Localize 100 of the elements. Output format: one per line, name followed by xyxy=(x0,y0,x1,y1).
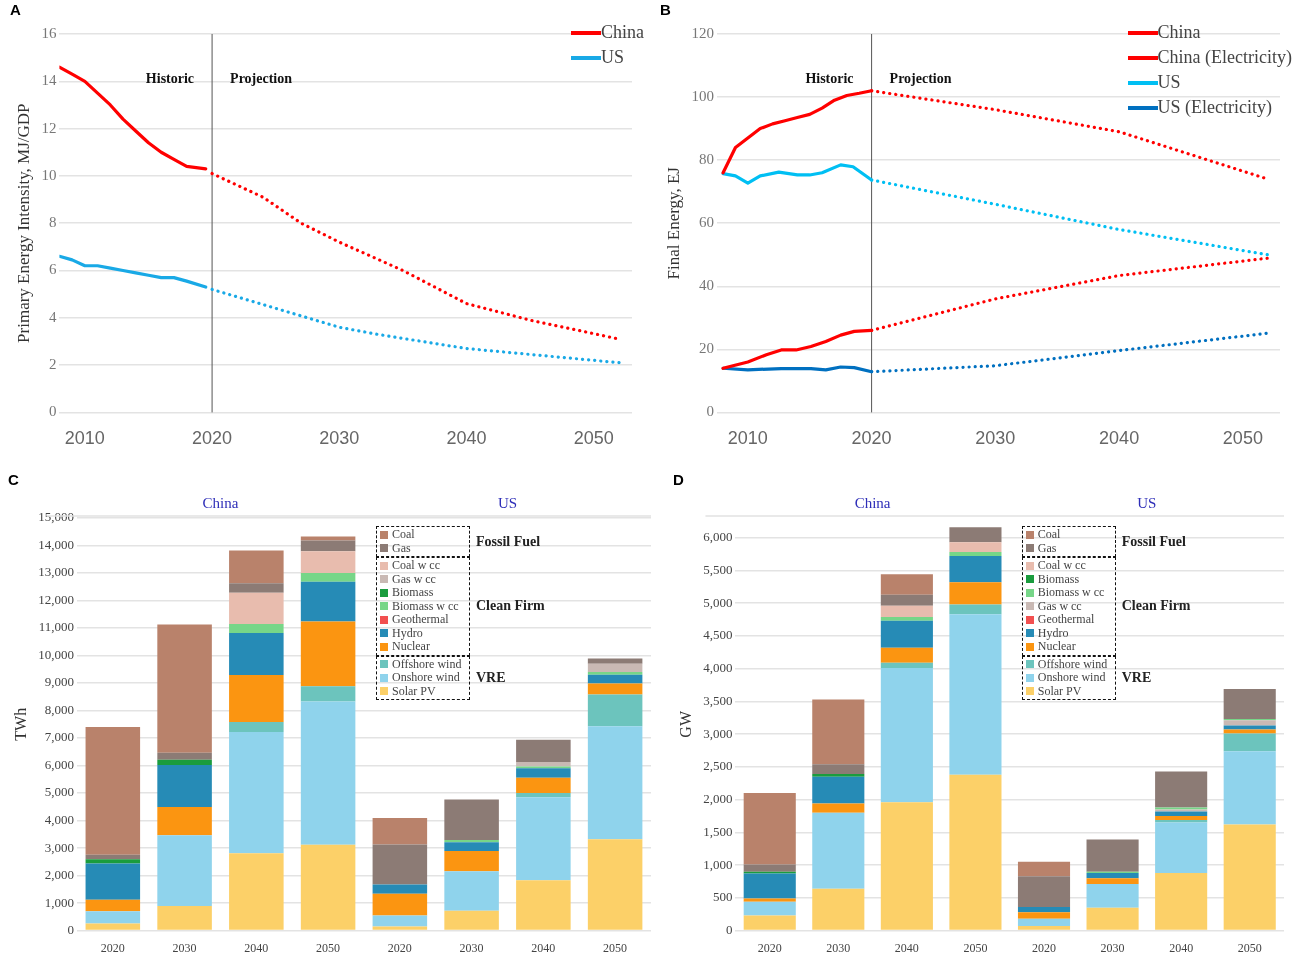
text: US xyxy=(1137,494,1157,511)
annotation: VRE xyxy=(1121,669,1152,686)
y-tick-label: 2,500 xyxy=(703,758,733,774)
y-tick-label: 1,500 xyxy=(703,823,733,839)
x-tick-label: 2030 xyxy=(319,428,360,449)
y-tick-label: 5,000 xyxy=(703,594,733,610)
y-tick-label: 1,000 xyxy=(44,894,74,910)
y-tick-label: 0 xyxy=(725,922,733,938)
legend-label: China (Electricity) xyxy=(1157,46,1292,69)
x-tick-label: 2030 xyxy=(172,940,197,955)
y-tick-label: 40 xyxy=(698,277,714,294)
annotation: Historic xyxy=(805,71,854,87)
y-axis-title: TWh xyxy=(11,707,29,741)
x-tick-label: 2050 xyxy=(1222,428,1263,449)
chart-title: C xyxy=(8,471,19,489)
x-tick-label: 2020 xyxy=(1032,940,1057,955)
chart-title: D xyxy=(673,471,684,489)
annotation: Fossil Fuel xyxy=(1121,533,1186,550)
y-tick-label: 120 xyxy=(691,24,714,41)
x-tick-label: 2020 xyxy=(387,940,412,955)
y-axis-title: Primary Energy Intensity, MJ/GDP xyxy=(13,103,33,343)
y-tick-label: 7,000 xyxy=(44,729,74,745)
text: US xyxy=(497,494,518,511)
legend-label: Coal w cc xyxy=(391,558,440,573)
annotation: Clean Firm xyxy=(475,598,545,615)
legend-label: Onshore wind xyxy=(391,670,460,685)
y-tick-label: 3,500 xyxy=(703,692,733,708)
y-tick-label: 1,000 xyxy=(703,856,733,872)
x-tick-label: 2020 xyxy=(100,940,125,955)
legend-label: Geothermal xyxy=(1037,612,1095,627)
legend-label: US (Electricity) xyxy=(1157,96,1273,119)
chart-title: B xyxy=(660,1,671,19)
y-tick-label: 3,000 xyxy=(44,839,74,855)
y-tick-label: 2,000 xyxy=(703,791,733,807)
legend-label: China xyxy=(1157,21,1201,44)
x-tick-label: 2010 xyxy=(64,428,105,449)
legend-label: Hydro xyxy=(391,625,423,640)
y-tick-label: 60 xyxy=(698,214,714,231)
annotation: Fossil Fuel xyxy=(475,533,541,550)
x-tick-label: 2030 xyxy=(975,428,1016,449)
legend-label: Biomass xyxy=(391,585,434,600)
y-tick-label: 8,000 xyxy=(44,701,74,717)
legend-label: Solar PV xyxy=(391,683,436,698)
y-tick-label: 14 xyxy=(41,72,57,89)
legend-label: US xyxy=(601,46,625,69)
x-tick-label: 2010 xyxy=(727,428,768,449)
annotation: Clean Firm xyxy=(1121,598,1191,615)
y-tick-label: 2,000 xyxy=(44,867,74,883)
x-tick-label: 2040 xyxy=(446,428,487,449)
y-tick-label: 12 xyxy=(41,119,57,136)
annotation: Projection xyxy=(230,71,293,87)
annotation: Historic xyxy=(145,71,195,87)
y-tick-label: 0 xyxy=(67,922,74,938)
y-tick-label: 80 xyxy=(698,151,714,168)
annotation: VRE xyxy=(475,669,506,686)
x-tick-label: 2040 xyxy=(894,940,919,955)
annotation: Projection xyxy=(889,71,952,87)
legend-label: Onshore wind xyxy=(1037,670,1106,685)
y-tick-label: 3,000 xyxy=(703,725,733,741)
chart-title: A xyxy=(10,1,21,19)
legend-label: Coal xyxy=(391,527,415,542)
legend-label: Hydro xyxy=(1037,625,1069,640)
legend-label: Biomass w cc xyxy=(391,598,459,613)
x-tick-label: 2050 xyxy=(573,428,614,449)
legend-label: Gas w cc xyxy=(391,571,436,586)
y-tick-label: 15,000 xyxy=(38,509,74,525)
legend-label: Nuclear xyxy=(391,639,430,654)
y-tick-label: 5,000 xyxy=(44,784,74,800)
legend-label: Gas xyxy=(391,540,411,555)
x-tick-label: 2050 xyxy=(316,940,341,955)
y-tick-label: 4,000 xyxy=(44,812,74,827)
y-tick-label: 4,500 xyxy=(703,627,733,643)
legend-label: Solar PV xyxy=(1037,683,1082,698)
legend-label: Geothermal xyxy=(391,612,449,627)
y-axis-title: GW xyxy=(676,710,694,738)
y-tick-label: 2 xyxy=(48,356,57,373)
y-tick-label: 16 xyxy=(41,24,57,41)
y-tick-label: 11,000 xyxy=(38,619,74,635)
y-tick-label: 6 xyxy=(48,261,57,278)
y-tick-label: 5,500 xyxy=(703,561,733,577)
x-tick-label: 2050 xyxy=(963,940,988,955)
legend-label: Biomass w cc xyxy=(1037,585,1105,600)
x-tick-label: 2020 xyxy=(757,940,782,955)
y-tick-label: 500 xyxy=(712,889,733,905)
x-tick-label: 2040 xyxy=(1169,940,1194,955)
legend-label: Biomass xyxy=(1037,571,1080,586)
y-tick-label: 10 xyxy=(41,166,57,183)
y-tick-label: 14,000 xyxy=(38,536,74,552)
y-tick-label: 9,000 xyxy=(44,674,74,690)
y-tick-label: 6,000 xyxy=(44,756,74,772)
legend-label: Gas xyxy=(1037,540,1057,555)
legend-label: US xyxy=(1157,71,1181,94)
y-tick-label: 10,000 xyxy=(38,646,74,662)
legend-label: Gas w cc xyxy=(1037,598,1082,613)
y-axis-title: Final Energy, EJ xyxy=(663,166,683,280)
x-tick-label: 2030 xyxy=(1100,940,1125,955)
legend-label: Offshore wind xyxy=(391,656,462,671)
x-tick-label: 2050 xyxy=(1237,940,1262,955)
x-tick-label: 2030 xyxy=(459,940,484,955)
y-tick-label: 4,000 xyxy=(703,660,733,676)
